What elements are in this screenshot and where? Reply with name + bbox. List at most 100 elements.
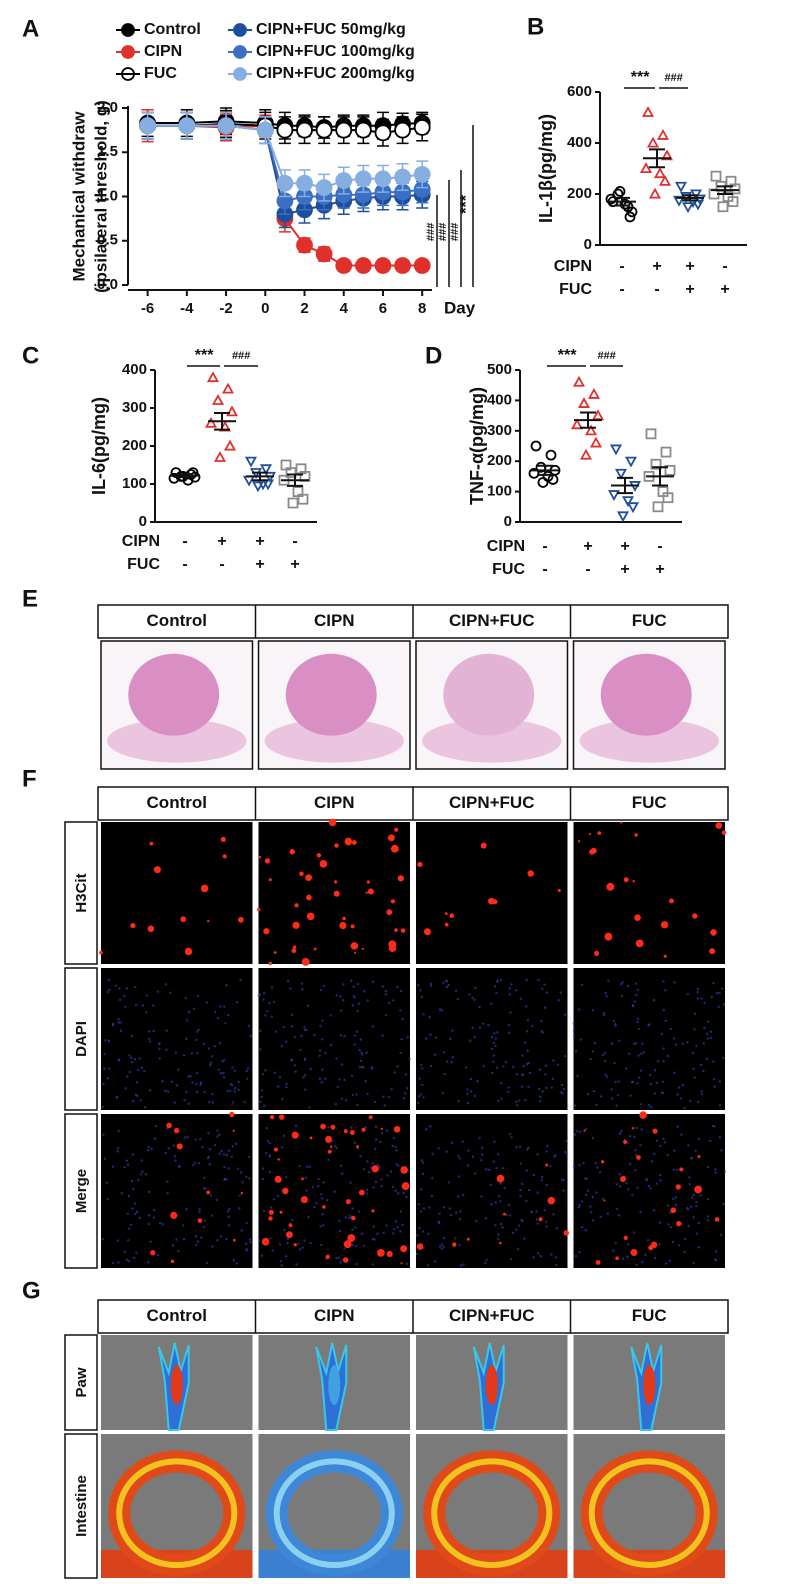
dapi-signal	[649, 1186, 652, 1190]
fluorescence-image	[101, 1114, 253, 1268]
dapi-signal	[666, 1153, 669, 1157]
dapi-signal	[182, 1054, 186, 1057]
h3cit-signal	[527, 870, 534, 877]
dapi-signal	[336, 1085, 339, 1089]
sem-bar	[617, 476, 633, 495]
dapi-signal	[317, 1185, 320, 1188]
dapi-signal	[417, 1095, 421, 1098]
dapi-signal	[388, 1001, 391, 1005]
dapi-signal	[280, 1044, 283, 1048]
dapi-signal	[394, 1145, 397, 1149]
dapi-signal	[584, 1229, 587, 1232]
h3cit-signal	[714, 1217, 720, 1222]
dapi-signal	[594, 1161, 598, 1165]
h3cit-signal	[604, 932, 613, 941]
dapi-signal	[631, 1193, 634, 1197]
dapi-signal	[509, 1011, 512, 1014]
dapi-signal	[527, 1061, 530, 1065]
dapi-signal	[562, 1087, 565, 1091]
dapi-signal	[248, 1238, 252, 1241]
h3cit-signal	[150, 1250, 156, 1256]
dapi-signal	[303, 1058, 307, 1062]
dapi-signal	[536, 1191, 539, 1194]
dapi-signal	[264, 1014, 267, 1017]
dapi-signal	[106, 1077, 109, 1080]
dapi-signal	[196, 1240, 200, 1243]
marker	[394, 168, 411, 186]
dapi-signal	[658, 1243, 661, 1246]
dapi-signal	[564, 1055, 567, 1058]
dapi-signal	[655, 1139, 659, 1143]
dot	[579, 448, 593, 460]
dapi-signal	[262, 1209, 266, 1213]
dapi-signal	[544, 1220, 548, 1223]
dapi-signal	[365, 1192, 369, 1195]
dapi-signal	[550, 1086, 554, 1089]
row-label-frame	[64, 1433, 98, 1579]
dapi-signal	[615, 1207, 619, 1211]
dapi-signal	[297, 1242, 300, 1245]
y-axis-label: TNF-α(pg/mg)	[467, 387, 487, 505]
dapi-signal	[497, 1099, 500, 1102]
h3cit-signal	[292, 945, 297, 949]
dapi-signal	[604, 1073, 607, 1077]
marker	[374, 257, 392, 274]
dapi-signal	[703, 1001, 706, 1005]
dot	[261, 479, 275, 491]
dapi-signal	[687, 1144, 690, 1147]
dapi-signal	[706, 1215, 710, 1218]
dapi-signal	[218, 1133, 221, 1136]
legend-label: Control	[144, 21, 201, 38]
dapi-signal	[702, 1069, 705, 1073]
dapi-signal	[116, 1146, 120, 1150]
dapi-signal	[628, 1052, 631, 1056]
dapi-signal	[508, 1132, 512, 1136]
dapi-signal	[282, 1134, 286, 1138]
sem-bar	[682, 194, 698, 202]
x-tick-label: 2	[300, 300, 308, 317]
dot	[641, 106, 655, 117]
dapi-signal	[231, 1083, 234, 1087]
dapi-signal	[504, 1060, 508, 1064]
row-label-frame	[64, 967, 98, 1111]
dapi-signal	[318, 1077, 322, 1080]
dapi-signal	[720, 987, 724, 990]
dapi-signal	[308, 1106, 311, 1109]
dapi-signal	[606, 1212, 610, 1215]
dapi-signal	[266, 1140, 270, 1143]
condition-sign: +	[255, 556, 264, 573]
dapi-signal	[303, 1074, 307, 1077]
dapi-signal	[197, 1162, 201, 1165]
dapi-signal	[722, 1056, 725, 1060]
dot	[621, 496, 635, 508]
dapi-signal	[515, 1146, 518, 1149]
dapi-signal	[714, 1168, 717, 1171]
dapi-signal	[320, 1243, 323, 1247]
h3cit-signal	[615, 1256, 619, 1261]
h3cit-signal	[390, 844, 399, 853]
dapi-signal	[397, 1164, 400, 1168]
condition-sign: -	[182, 556, 187, 573]
fluorescence-image	[416, 1114, 568, 1268]
dapi-signal	[227, 1215, 230, 1218]
y-tick-label: 0	[584, 236, 592, 253]
dapi-signal	[639, 1210, 642, 1214]
dapi-signal	[381, 985, 384, 988]
dapi-signal	[535, 1218, 538, 1221]
dapi-signal	[502, 1167, 505, 1170]
x-tick-label: -6	[141, 300, 154, 317]
dapi-signal	[467, 1149, 470, 1152]
significance-label: ###	[232, 350, 251, 362]
dapi-signal	[475, 1220, 478, 1223]
dapi-signal	[660, 1032, 663, 1036]
dapi-signal	[628, 1134, 632, 1138]
dapi-signal	[191, 1081, 194, 1084]
dapi-signal	[718, 1104, 722, 1107]
dapi-signal	[392, 1232, 395, 1235]
significance-label: ###	[425, 222, 437, 241]
dapi-signal	[239, 978, 242, 982]
dapi-signal	[197, 1028, 200, 1032]
dapi-signal	[284, 1040, 288, 1043]
dapi-signal	[580, 1200, 583, 1203]
dapi-signal	[362, 1244, 366, 1248]
